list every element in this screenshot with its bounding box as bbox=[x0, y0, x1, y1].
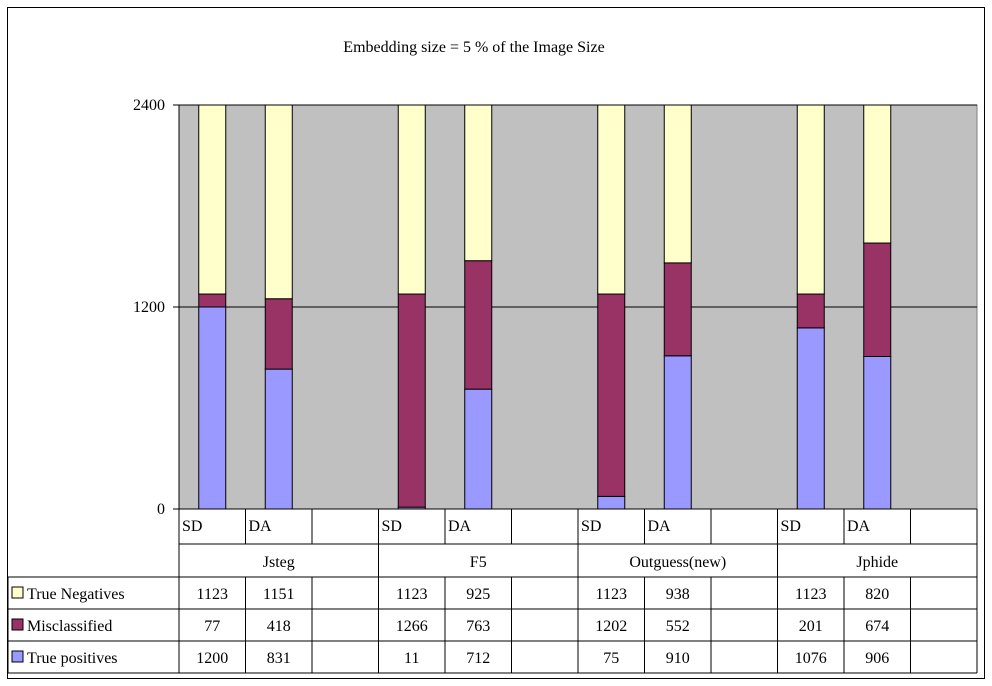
data-label: 925 bbox=[466, 586, 490, 603]
category-label: DA bbox=[847, 518, 871, 535]
y-tick-label: 1200 bbox=[133, 299, 165, 316]
bar-segment bbox=[796, 327, 825, 510]
chart-frame: Embedding size = 5 % of the Image Size 0… bbox=[7, 7, 985, 679]
group-label: Outguess(new) bbox=[629, 554, 726, 571]
bar-segment bbox=[597, 104, 626, 295]
bar-segment bbox=[464, 260, 493, 390]
bar-segment bbox=[198, 306, 227, 510]
chart-title: Embedding size = 5 % of the Image Size bbox=[343, 39, 604, 56]
bar-segment bbox=[863, 242, 892, 357]
bar-segment bbox=[796, 293, 825, 329]
data-label: 1200 bbox=[196, 650, 228, 667]
data-label: 1123 bbox=[795, 586, 826, 603]
group-label: Jsteg bbox=[263, 554, 295, 571]
y-tick-label: 2400 bbox=[133, 97, 165, 114]
category-label: DA bbox=[249, 518, 273, 535]
data-label: 763 bbox=[466, 618, 490, 635]
bar-segment bbox=[663, 355, 692, 510]
chart: Embedding size = 5 % of the Image Size 0… bbox=[8, 39, 978, 674]
bar-segment bbox=[796, 104, 825, 295]
bar-segment bbox=[597, 293, 626, 497]
bar-segment bbox=[663, 104, 692, 264]
category-label: DA bbox=[448, 518, 472, 535]
bar-segment bbox=[464, 104, 493, 262]
data-label: 712 bbox=[466, 650, 490, 667]
y-tick-label: 0 bbox=[157, 501, 165, 518]
data-label: 77 bbox=[204, 618, 220, 635]
bar-segment bbox=[264, 104, 293, 300]
legend-label: True Negatives bbox=[27, 586, 125, 603]
bar-segment bbox=[464, 388, 493, 510]
data-label: 201 bbox=[799, 618, 823, 635]
bar-segment bbox=[397, 104, 426, 295]
bar-segment bbox=[198, 293, 227, 308]
data-label: 1123 bbox=[396, 586, 427, 603]
category-label: SD bbox=[581, 518, 601, 535]
data-label: 674 bbox=[865, 618, 889, 635]
data-label: 910 bbox=[666, 650, 690, 667]
data-label: 1202 bbox=[595, 618, 627, 635]
data-label: 1266 bbox=[396, 618, 428, 635]
data-label: 75 bbox=[603, 650, 619, 667]
bar-segment bbox=[264, 298, 293, 370]
data-label: 552 bbox=[666, 618, 690, 635]
category-label: SD bbox=[382, 518, 402, 535]
bar-segment bbox=[198, 104, 227, 295]
data-label: 11 bbox=[404, 650, 419, 667]
group-label: Jphide bbox=[856, 554, 898, 571]
legend-swatch bbox=[11, 650, 24, 663]
data-label: 1123 bbox=[197, 586, 228, 603]
data-label: 820 bbox=[865, 586, 889, 603]
legend-label: True positives bbox=[27, 650, 118, 667]
category-label: SD bbox=[182, 518, 202, 535]
bar-segment bbox=[264, 368, 293, 510]
bar-segment bbox=[397, 293, 426, 508]
legend-label: Misclassified bbox=[27, 618, 112, 635]
bar-segment bbox=[863, 355, 892, 510]
data-label: 418 bbox=[267, 618, 291, 635]
data-label: 831 bbox=[267, 650, 291, 667]
data-label: 1123 bbox=[596, 586, 627, 603]
legend-swatch bbox=[11, 586, 24, 599]
bar-segment bbox=[863, 104, 892, 244]
bar-segment bbox=[597, 495, 626, 510]
bar-segment bbox=[663, 262, 692, 357]
category-label: DA bbox=[648, 518, 672, 535]
group-label: F5 bbox=[470, 554, 487, 571]
legend-swatch bbox=[11, 618, 24, 631]
data-label: 906 bbox=[865, 650, 889, 667]
category-label: SD bbox=[781, 518, 801, 535]
data-label: 1151 bbox=[263, 586, 294, 603]
data-label: 1076 bbox=[795, 650, 827, 667]
data-label: 938 bbox=[666, 586, 690, 603]
